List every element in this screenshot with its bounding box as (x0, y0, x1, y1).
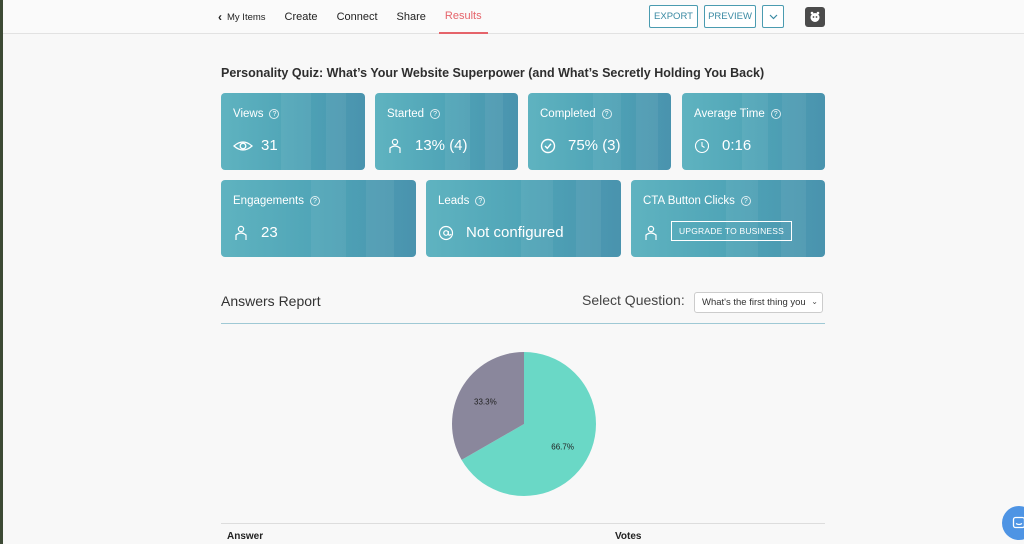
answers-pie-chart: 66.7% 33.3% (452, 352, 596, 496)
started-value: 13% (4) (415, 137, 468, 154)
pie-slice-label-1: 33.3% (474, 398, 497, 407)
table-divider (221, 523, 825, 524)
eye-icon (233, 141, 253, 151)
help-icon[interactable]: ? (309, 196, 320, 206)
engagements-label: Engagements (233, 195, 304, 207)
question-select-value: What's the first thing you (702, 297, 806, 308)
stat-card-leads: Leads? Not configured (426, 180, 621, 257)
chevron-down-icon (769, 14, 777, 19)
tab-create[interactable]: Create (284, 11, 318, 23)
chat-launcher-button[interactable] (1002, 506, 1024, 540)
person-icon (645, 225, 657, 240)
question-select[interactable]: What's the first thing you ⌄ (694, 292, 823, 313)
tab-share[interactable]: Share (396, 11, 426, 23)
export-button[interactable]: EXPORT (649, 5, 698, 28)
at-icon (438, 225, 454, 241)
avatar[interactable] (805, 7, 825, 27)
tab-connect[interactable]: Connect (336, 11, 378, 23)
stat-card-completed: Completed? 75% (3) (528, 93, 671, 170)
stat-card-engagements: Engagements? 23 (221, 180, 416, 257)
views-label: Views (233, 108, 264, 120)
help-icon[interactable]: ? (740, 196, 751, 206)
select-question-label: Select Question: (582, 292, 685, 308)
chevron-left-icon: ‹ (218, 10, 222, 24)
stat-card-started: Started? 13% (4) (375, 93, 518, 170)
started-label: Started (387, 108, 425, 120)
stat-card-cta-clicks: CTA Button Clicks? UPGRADE TO BUSINESS (631, 180, 825, 257)
stat-card-views: Views? 31 (221, 93, 365, 170)
help-icon[interactable]: ? (475, 196, 486, 206)
completed-value: 75% (3) (568, 137, 621, 154)
average-time-label: Average Time (694, 108, 765, 120)
person-icon (235, 225, 247, 240)
average-time-value: 0:16 (722, 137, 752, 154)
help-icon[interactable]: ? (770, 109, 781, 119)
main-nav: ‹ My Items Create Connect Share Results (218, 0, 507, 34)
help-icon[interactable]: ? (269, 109, 280, 119)
pie-slice-0 (461, 352, 596, 496)
user-avatar-icon (810, 11, 820, 22)
divider (221, 323, 825, 324)
upgrade-to-business-button[interactable]: UPGRADE TO BUSINESS (671, 221, 793, 241)
back-label: My Items (227, 11, 266, 23)
person-icon (389, 138, 401, 153)
chat-icon (1012, 516, 1024, 529)
pie-slice-1 (452, 352, 524, 460)
engagements-value: 23 (261, 224, 278, 241)
page-title: Personality Quiz: What’s Your Website Su… (221, 66, 765, 80)
help-icon[interactable]: ? (601, 109, 612, 119)
window-edge (0, 0, 3, 544)
views-value: 31 (261, 137, 278, 154)
top-bar (3, 0, 1024, 34)
preview-options-button[interactable] (762, 5, 784, 28)
clock-icon (694, 138, 710, 154)
leads-value: Not configured (466, 224, 564, 241)
votes-column-header: Votes (615, 531, 642, 542)
preview-button[interactable]: PREVIEW (704, 5, 756, 28)
back-to-my-items-link[interactable]: ‹ My Items (218, 0, 266, 34)
pie-slice-label-0: 66.7% (551, 442, 574, 451)
tab-results[interactable]: Results (438, 0, 488, 34)
answers-report-title: Answers Report (221, 293, 321, 309)
check-circle-icon (540, 138, 556, 154)
stat-card-average-time: Average Time? 0:16 (682, 93, 825, 170)
leads-label: Leads (438, 195, 470, 207)
answer-column-header: Answer (227, 531, 264, 542)
select-arrows-icon: ⌄ (811, 297, 818, 306)
cta-label: CTA Button Clicks (643, 195, 735, 207)
help-icon[interactable]: ? (430, 109, 441, 119)
completed-label: Completed (540, 108, 596, 120)
